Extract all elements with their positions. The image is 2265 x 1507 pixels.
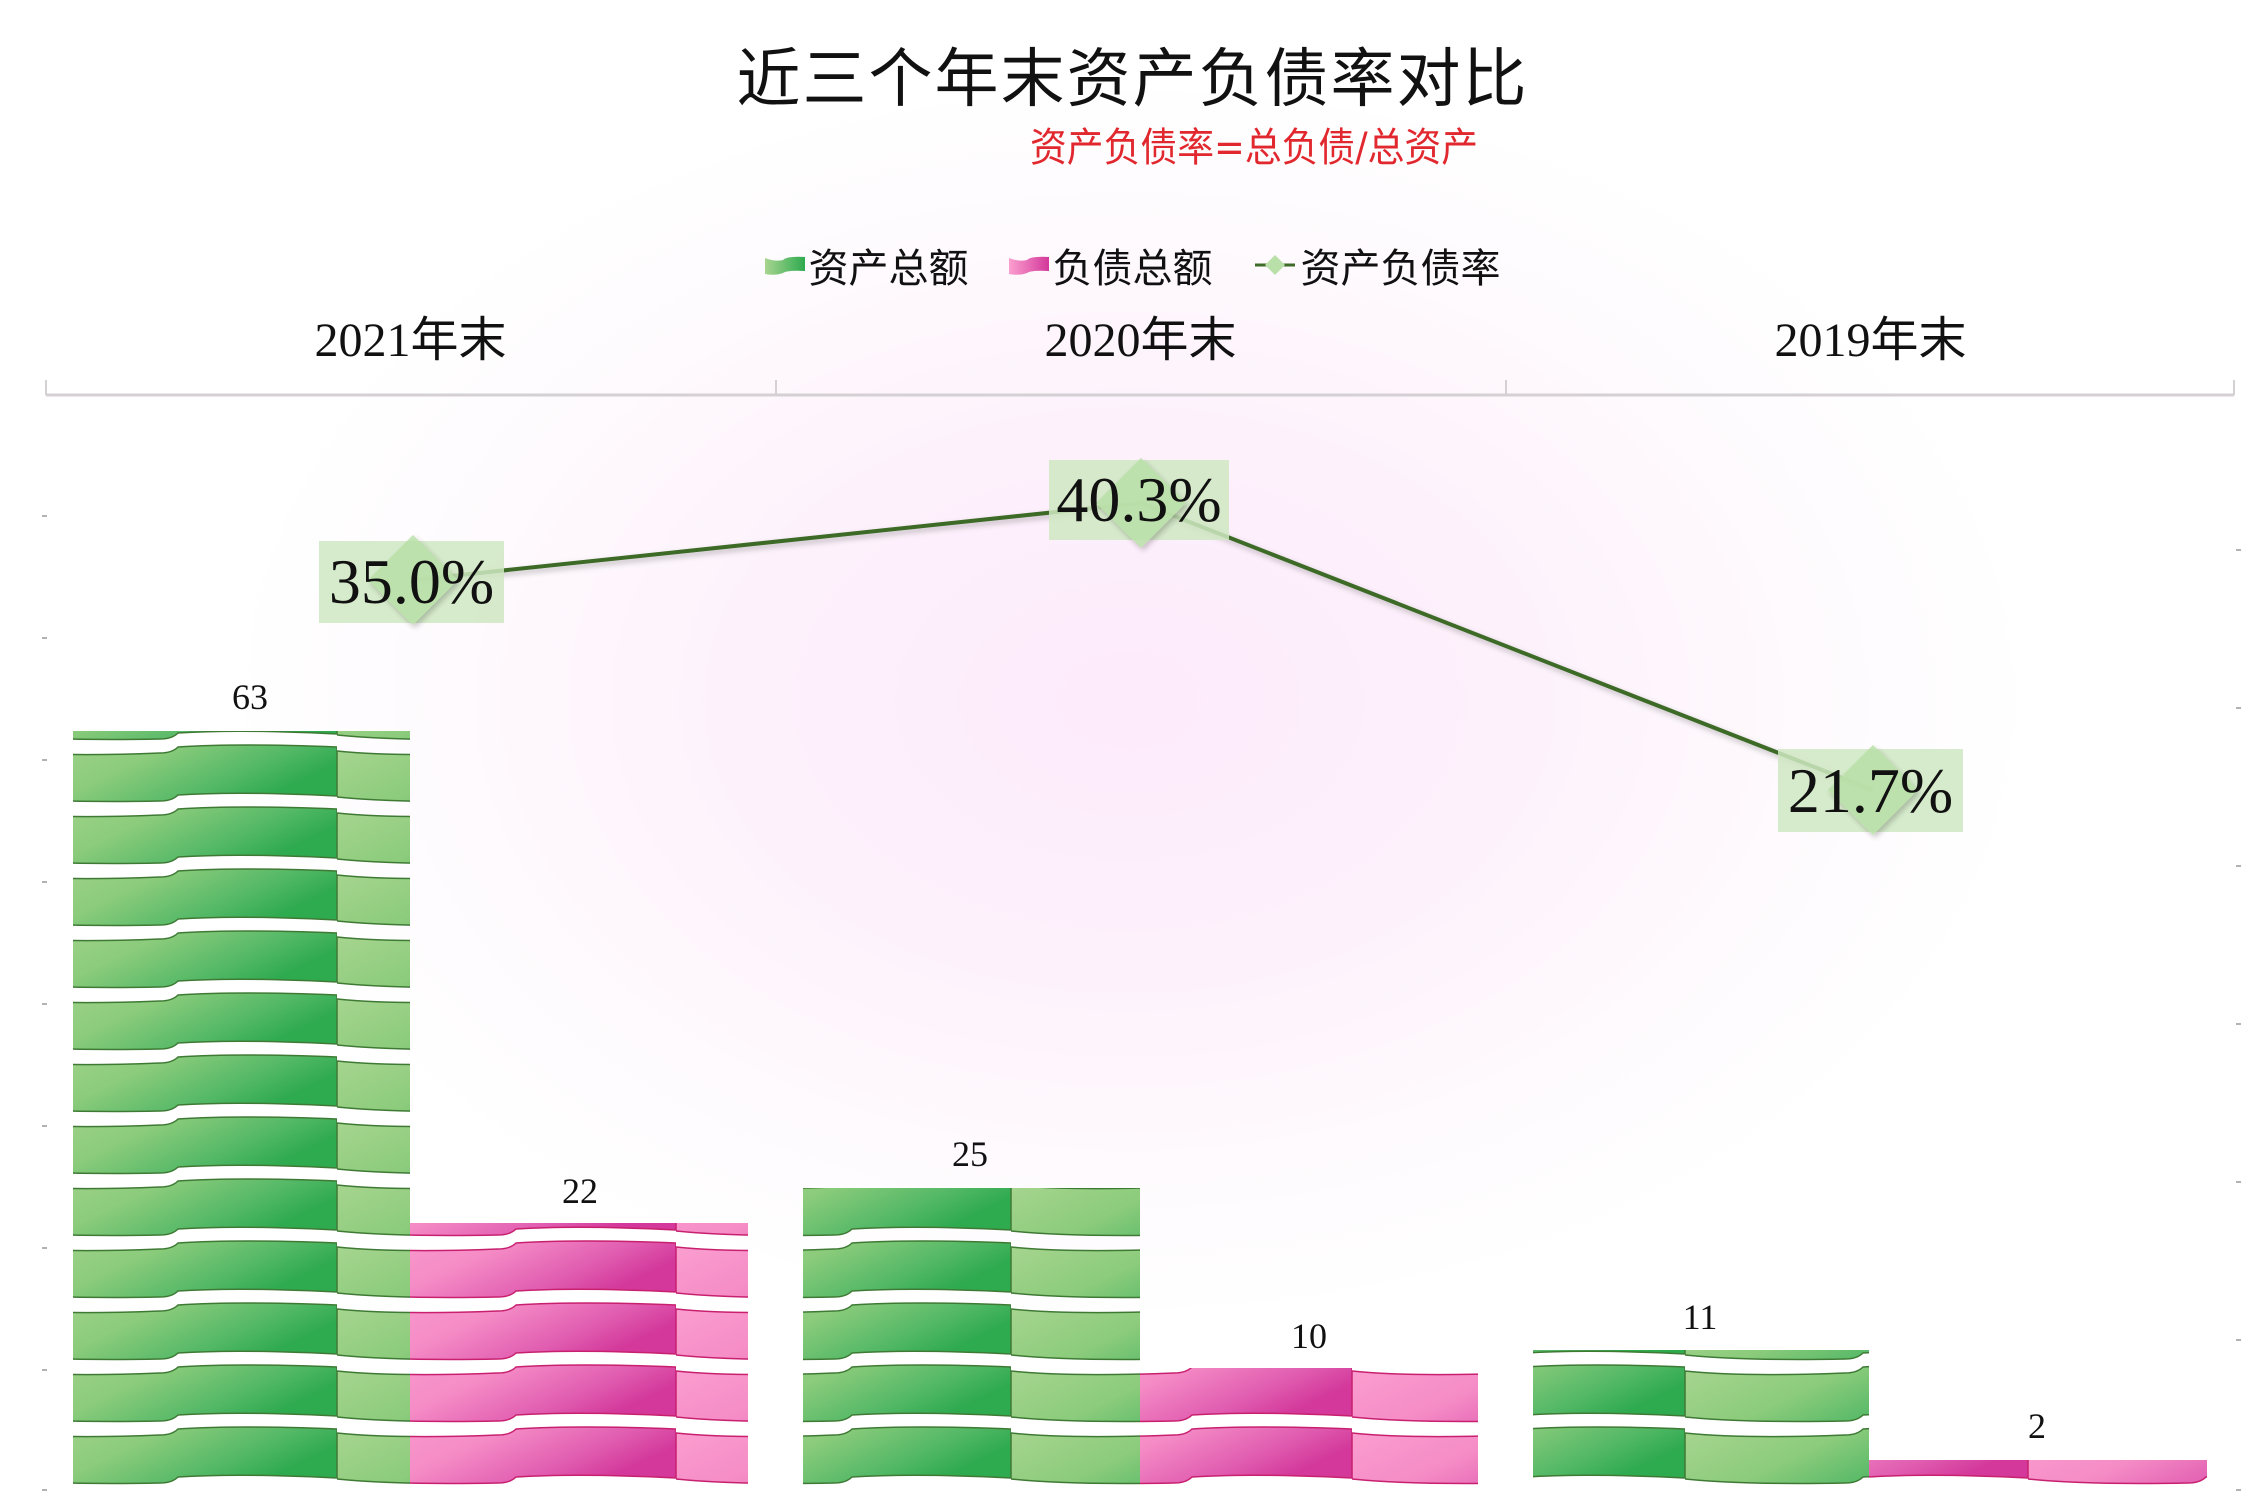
chart-title: 近三个年末资产负债率对比	[736, 44, 1529, 115]
line-diamond-marker-icon	[1254, 255, 1295, 275]
legend-label: 资产负债率	[1300, 246, 1501, 291]
value-label-liabilities-2020: 10	[1291, 1316, 1327, 1356]
legend-label: 负债总额	[1052, 246, 1213, 291]
legend-item-liabilities[interactable]: 负债总额	[1008, 236, 1213, 294]
value-label-assets-2020: 25	[952, 1134, 988, 1174]
ratio-marker-2019[interactable]	[1828, 745, 1918, 835]
legend: 资产总额 负债总额 资产负债率	[0, 236, 2265, 294]
bar-liabilities-2020[interactable]	[1140, 1368, 1478, 1487]
value-label-liabilities-2021: 22	[562, 1171, 598, 1211]
legend-item-assets[interactable]: 资产总额	[764, 236, 969, 294]
ratio-marker-2020[interactable]	[1096, 458, 1186, 548]
ratio-marker-2021[interactable]	[368, 535, 458, 625]
bar-liabilities-2019[interactable]	[1869, 1460, 2207, 1487]
category-label-2019: 2019年末	[1774, 314, 1967, 367]
value-label-liabilities-2019: 2	[2028, 1406, 2046, 1446]
bar-assets-2019[interactable]	[1533, 1350, 1869, 1487]
value-label-assets-2021: 63	[232, 677, 268, 717]
category-label-2021: 2021年末	[314, 314, 507, 367]
chart-subtitle: 资产负债率=总负债/总资产	[1030, 125, 1479, 171]
ratio-label-2021: 35.0%	[328, 546, 495, 617]
legend-item-ratio[interactable]: 资产负债率	[1253, 236, 1501, 294]
ratio-label-2020: 40.3%	[1056, 464, 1222, 535]
category-label-2020: 2020年末	[1044, 314, 1237, 367]
bar-assets-2021[interactable]	[73, 731, 410, 1487]
ratio-line[interactable]	[412, 500, 1874, 792]
bar-liabilities-2021[interactable]	[410, 1223, 748, 1487]
value-label-assets-2019: 11	[1682, 1297, 1718, 1337]
bar-assets-2020[interactable]	[803, 1188, 1140, 1487]
ratio-label-2019: 21.7%	[1787, 754, 1954, 826]
green-bar-swatch-icon	[764, 256, 805, 275]
legend-label: 资产总额	[808, 246, 969, 291]
pink-bar-swatch-icon	[1008, 256, 1049, 275]
value-axis-ticks	[42, 515, 2241, 1491]
